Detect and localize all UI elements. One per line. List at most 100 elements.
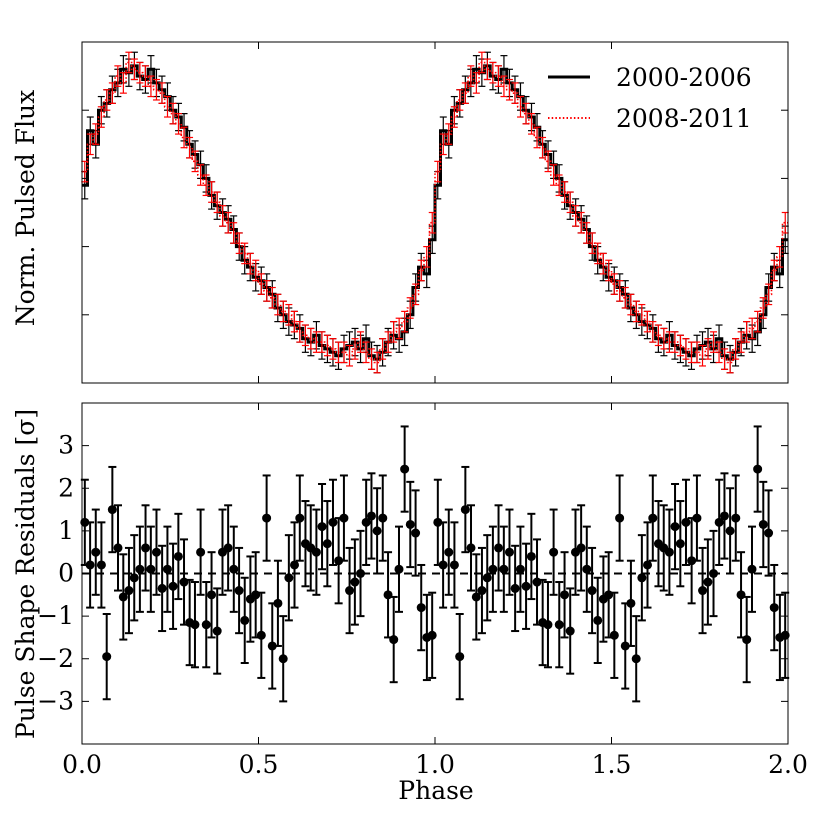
residual-point-123 xyxy=(758,519,768,529)
residual-point-98 xyxy=(620,641,630,651)
residual-point-12 xyxy=(146,564,156,574)
residual-point-87 xyxy=(560,590,570,600)
residual-point-120 xyxy=(742,635,752,645)
residual-point-61 xyxy=(416,603,426,613)
residual-point-78 xyxy=(510,583,520,593)
residual-point-24 xyxy=(212,626,222,636)
top-ylabel: Norm. Pulsed Flux xyxy=(11,90,40,327)
residual-point-20 xyxy=(190,620,200,630)
residual-point-37 xyxy=(284,573,294,583)
residual-point-48 xyxy=(345,586,355,596)
top-ticks xyxy=(81,41,789,383)
residual-point-114 xyxy=(709,569,719,578)
residual-point-88 xyxy=(565,626,575,636)
residual-point-111 xyxy=(692,513,702,523)
residual-point-82 xyxy=(532,577,542,587)
x-axis-label: Phase xyxy=(398,776,473,805)
residual-point-122 xyxy=(753,464,763,474)
bottom-panel: 0.0 0.5 1.0 1.5 2.0 −3 −2 −1 0 1 2 3 Pulse Shape Re… xyxy=(11,402,808,805)
residual-point-38 xyxy=(290,560,300,570)
residual-point-63 xyxy=(427,630,437,640)
residual-point-68 xyxy=(455,652,465,662)
residual-point-119 xyxy=(736,590,746,600)
residual-point-112 xyxy=(698,586,708,596)
residual-point-115 xyxy=(714,517,724,527)
residual-point-53 xyxy=(372,526,382,536)
residual-point-58 xyxy=(400,464,410,474)
residual-point-4 xyxy=(102,652,112,662)
y-tick-label-3: 0 xyxy=(58,559,74,588)
residual-point-81 xyxy=(526,551,536,561)
residual-point-59 xyxy=(405,519,415,529)
residual-point-2 xyxy=(91,547,101,557)
residual-point-102 xyxy=(643,560,653,570)
residual-point-21 xyxy=(196,547,206,557)
residual-point-97 xyxy=(615,513,625,523)
residual-point-57 xyxy=(394,564,404,574)
residual-point-36 xyxy=(278,654,288,664)
residual-point-70 xyxy=(466,543,476,553)
residual-point-10 xyxy=(135,564,145,574)
residual-point-23 xyxy=(207,590,217,600)
residual-point-66 xyxy=(444,547,454,557)
y-tick-label-6: 3 xyxy=(58,431,74,460)
y-tick-label-1: −2 xyxy=(37,644,74,673)
residual-point-76 xyxy=(499,564,509,574)
residual-point-86 xyxy=(554,620,564,630)
residual-point-67 xyxy=(449,560,459,570)
residual-point-60 xyxy=(411,528,421,538)
bottom-ticks: 0.0 0.5 1.0 1.5 2.0 −3 −2 −1 0 1 2 3 xyxy=(37,403,808,779)
residual-point-73 xyxy=(482,573,492,583)
top-series-marks xyxy=(81,51,789,374)
residual-point-71 xyxy=(471,592,481,602)
residual-point-99 xyxy=(626,598,636,608)
residual-point-1 xyxy=(85,560,95,570)
bottom-ylabel: Pulse Shape Residuals [σ] xyxy=(11,409,40,739)
residual-point-13 xyxy=(151,547,161,557)
residual-point-69 xyxy=(460,505,470,515)
residual-point-14 xyxy=(157,583,167,593)
residual-point-106 xyxy=(664,547,674,557)
residual-point-124 xyxy=(764,528,774,538)
residual-marks xyxy=(80,425,790,703)
residual-point-125 xyxy=(769,603,779,613)
residual-point-113 xyxy=(703,577,713,587)
residual-point-35 xyxy=(273,598,283,608)
residual-point-116 xyxy=(719,511,729,521)
residual-point-79 xyxy=(515,564,525,574)
residual-point-33 xyxy=(262,513,272,523)
residual-point-0 xyxy=(80,517,90,527)
residual-point-72 xyxy=(477,586,487,596)
residual-point-109 xyxy=(681,517,691,527)
residual-point-91 xyxy=(582,564,592,574)
y-tick-label-2: −1 xyxy=(37,601,74,630)
residual-point-44 xyxy=(322,539,332,549)
residual-point-49 xyxy=(350,577,360,587)
residual-point-55 xyxy=(383,590,393,600)
residual-point-16 xyxy=(168,581,178,591)
residual-point-18 xyxy=(179,577,189,587)
residual-point-74 xyxy=(488,564,498,574)
residual-point-64 xyxy=(433,517,443,527)
residual-point-54 xyxy=(378,513,388,523)
residual-point-65 xyxy=(438,560,448,570)
residual-point-9 xyxy=(129,573,139,583)
residual-point-80 xyxy=(521,581,531,591)
legend: 2000-2006 2008-2011 xyxy=(548,63,752,133)
residual-point-28 xyxy=(234,586,244,596)
residual-point-45 xyxy=(328,517,338,527)
residual-point-22 xyxy=(201,620,211,630)
residual-point-56 xyxy=(389,635,399,645)
residual-point-110 xyxy=(687,556,697,566)
series-line-2008-2011 xyxy=(82,61,788,364)
residual-point-103 xyxy=(648,513,658,523)
residual-point-85 xyxy=(549,547,559,557)
residual-point-27 xyxy=(229,564,239,574)
residual-point-17 xyxy=(173,551,183,561)
residual-point-51 xyxy=(361,517,371,527)
residual-point-118 xyxy=(731,513,741,523)
residual-point-31 xyxy=(251,590,261,600)
x-tick-label-0: 0.0 xyxy=(62,750,102,779)
residual-point-42 xyxy=(311,547,321,557)
y-tick-label-4: 1 xyxy=(58,516,74,545)
